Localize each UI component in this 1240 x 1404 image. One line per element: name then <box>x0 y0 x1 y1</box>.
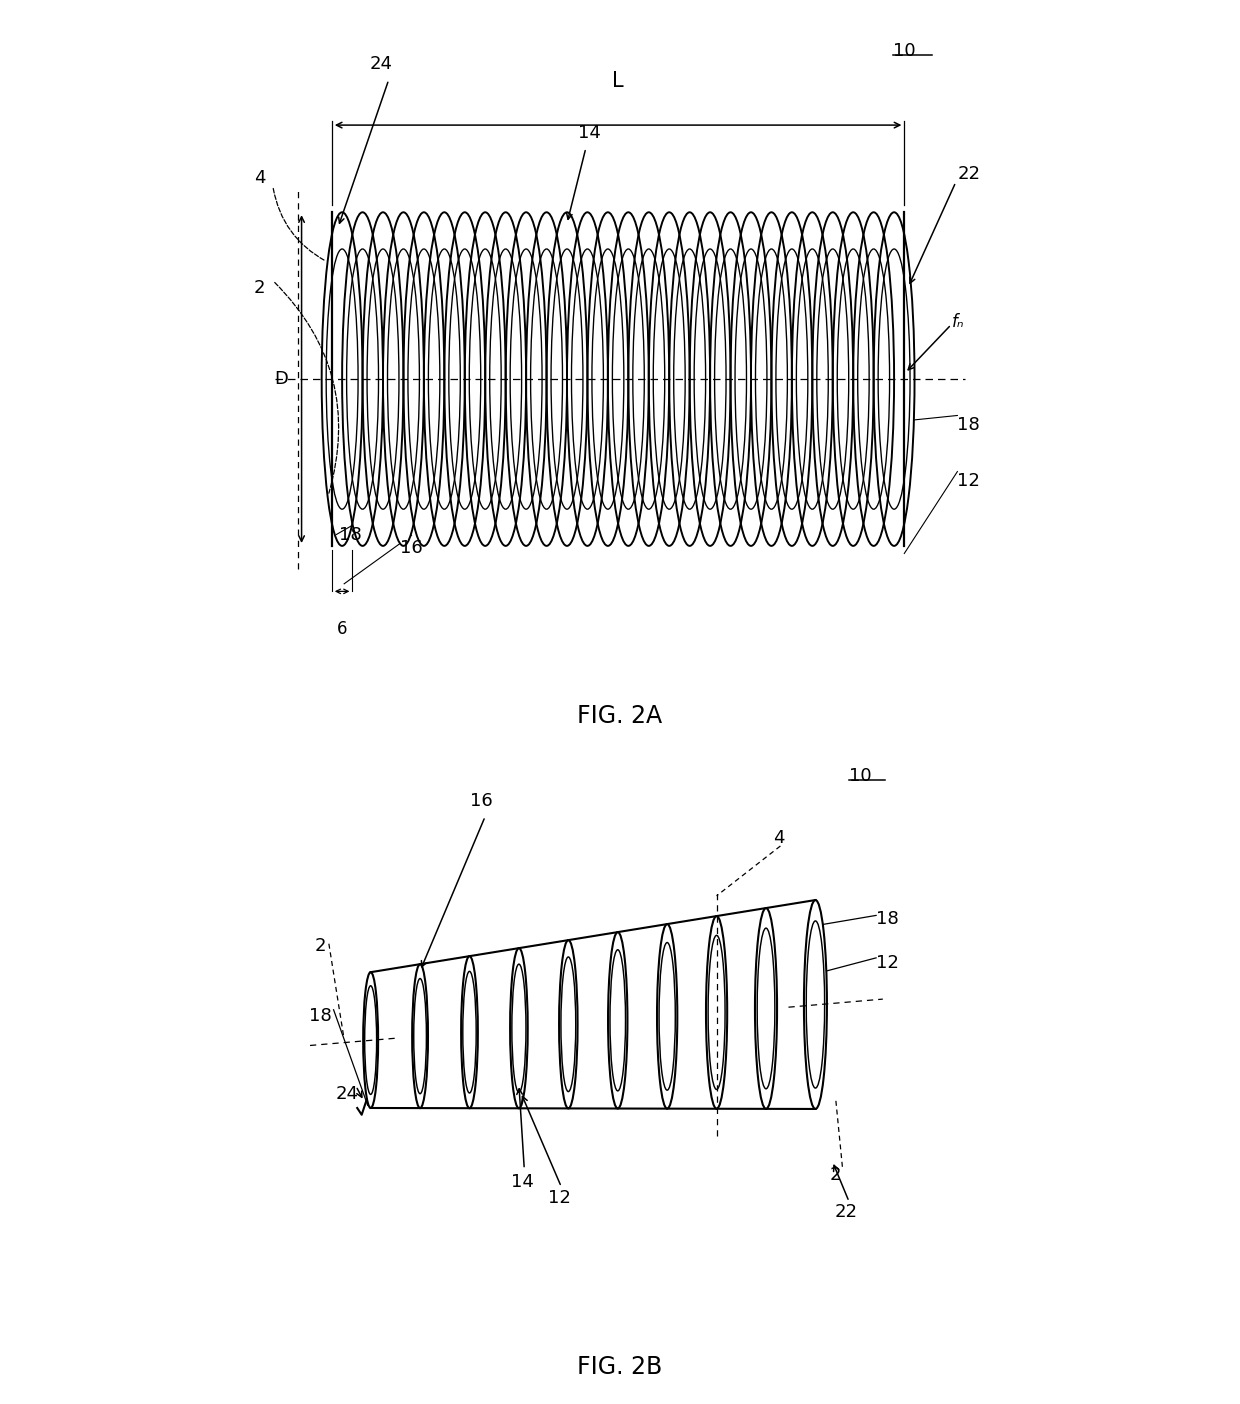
Ellipse shape <box>526 212 567 546</box>
Ellipse shape <box>853 212 894 546</box>
Text: L: L <box>613 72 624 91</box>
Text: 22: 22 <box>957 166 981 184</box>
Text: 18: 18 <box>877 910 899 928</box>
Ellipse shape <box>706 915 727 1109</box>
Text: FIG. 2B: FIG. 2B <box>578 1355 662 1379</box>
Ellipse shape <box>403 212 444 546</box>
Ellipse shape <box>670 212 711 546</box>
Ellipse shape <box>321 212 362 546</box>
Ellipse shape <box>444 212 485 546</box>
Text: 22: 22 <box>835 1203 857 1221</box>
Text: 14: 14 <box>578 124 601 142</box>
Text: fₙ: fₙ <box>952 313 965 331</box>
Ellipse shape <box>559 941 578 1108</box>
Text: 18: 18 <box>340 525 362 543</box>
Text: 24: 24 <box>370 55 393 73</box>
Ellipse shape <box>812 212 853 546</box>
Ellipse shape <box>657 924 677 1109</box>
Text: 16: 16 <box>470 792 494 810</box>
Text: FIG. 2A: FIG. 2A <box>578 705 662 729</box>
Ellipse shape <box>342 212 383 546</box>
Text: 2: 2 <box>254 279 265 298</box>
Ellipse shape <box>363 972 378 1108</box>
Ellipse shape <box>833 212 874 546</box>
Text: 16: 16 <box>401 539 423 557</box>
Ellipse shape <box>485 212 526 546</box>
Ellipse shape <box>465 212 506 546</box>
Text: 2: 2 <box>830 1165 842 1184</box>
Ellipse shape <box>506 212 547 546</box>
Text: 12: 12 <box>957 472 981 490</box>
Text: 12: 12 <box>877 953 899 972</box>
Ellipse shape <box>751 212 792 546</box>
Text: 14: 14 <box>511 1172 533 1191</box>
Text: 12: 12 <box>548 1189 570 1207</box>
Ellipse shape <box>588 212 629 546</box>
Ellipse shape <box>730 212 771 546</box>
Text: 18: 18 <box>957 416 980 434</box>
Ellipse shape <box>874 212 915 546</box>
Ellipse shape <box>608 212 649 546</box>
Text: 6: 6 <box>337 621 347 639</box>
Ellipse shape <box>461 956 477 1108</box>
Ellipse shape <box>629 212 670 546</box>
Text: 24: 24 <box>336 1085 358 1104</box>
Ellipse shape <box>608 932 627 1109</box>
Ellipse shape <box>412 965 428 1108</box>
Ellipse shape <box>510 948 528 1108</box>
Text: D: D <box>274 371 288 388</box>
Ellipse shape <box>567 212 608 546</box>
Text: 4: 4 <box>773 828 784 847</box>
Ellipse shape <box>755 908 777 1109</box>
Ellipse shape <box>792 212 833 546</box>
Ellipse shape <box>711 212 751 546</box>
Text: 10: 10 <box>849 767 872 785</box>
Ellipse shape <box>649 212 689 546</box>
Text: 10: 10 <box>893 42 915 60</box>
Text: 4: 4 <box>254 168 265 187</box>
Ellipse shape <box>383 212 424 546</box>
Ellipse shape <box>362 212 403 546</box>
Ellipse shape <box>424 212 465 546</box>
Ellipse shape <box>804 900 827 1109</box>
Text: 2: 2 <box>315 936 326 955</box>
Ellipse shape <box>771 212 812 546</box>
Text: 18: 18 <box>309 1008 331 1025</box>
Ellipse shape <box>689 212 730 546</box>
Ellipse shape <box>547 212 588 546</box>
